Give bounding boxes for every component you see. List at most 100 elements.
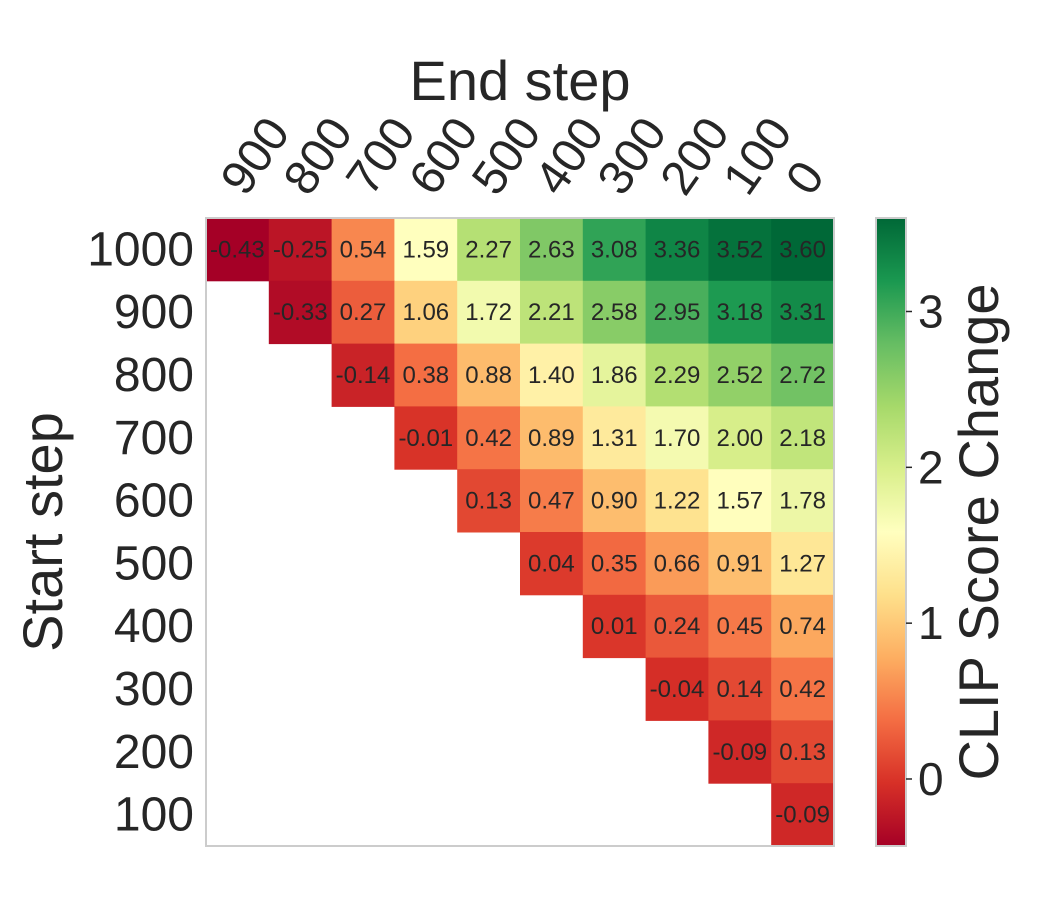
heatmap-cell — [582, 343, 647, 407]
cell-value-label: 1.57 — [716, 488, 763, 515]
y-tick-label: 800 — [114, 349, 194, 402]
cell-value-label: 2.52 — [716, 362, 763, 389]
cell-value-label: 0.13 — [465, 488, 512, 515]
heatmap-cell — [520, 532, 584, 596]
heatmap-cell — [520, 469, 584, 533]
cell-value-label: 2.21 — [528, 299, 575, 326]
cell-value-label: 2.95 — [654, 299, 701, 326]
heatmap-cell — [206, 218, 270, 282]
cell-value-label: -0.09 — [775, 802, 830, 829]
heatmap-cell — [708, 532, 772, 596]
cell-value-label: 0.54 — [340, 236, 387, 263]
heatmap-cell — [520, 280, 584, 345]
cell-value-label: -0.33 — [273, 299, 328, 326]
colorbar-tick-label: 1 — [918, 597, 944, 649]
heatmap-cell — [771, 280, 835, 345]
heatmap-cell — [771, 406, 835, 470]
heatmap-cell — [457, 343, 521, 407]
x-tick-label: 0 — [776, 152, 835, 204]
y-tick-label: 1000 — [87, 223, 194, 276]
heatmap-cell — [708, 218, 772, 282]
y-tick-label: 100 — [114, 789, 194, 842]
y-axis-ticks: 1000 900 800 700 600 500 400 300 200 100 — [87, 223, 194, 841]
cell-value-label: 1.31 — [591, 425, 638, 452]
heatmap-cell — [645, 532, 709, 596]
heatmap-cell — [394, 218, 458, 282]
heatmap-cell — [708, 280, 772, 345]
heatmap-cell — [582, 532, 647, 596]
cell-value-label: 0.42 — [779, 676, 826, 703]
cell-value-label: 0.74 — [779, 613, 826, 640]
cell-value-label: -0.04 — [650, 676, 705, 703]
heatmap-cell — [331, 218, 395, 282]
cell-value-label: 0.90 — [591, 488, 638, 515]
cell-value-label: 0.13 — [779, 739, 826, 766]
heatmap-cell — [394, 280, 458, 345]
cell-value-label: 0.35 — [591, 550, 638, 577]
heatmap-cell — [771, 532, 835, 596]
y-tick-label: 400 — [114, 600, 194, 653]
heatmap-cell — [771, 469, 835, 533]
heatmap-cell — [331, 343, 395, 407]
heatmap-cell — [771, 218, 835, 282]
cell-value-label: 1.59 — [402, 236, 449, 263]
heatmap-cell — [708, 720, 772, 784]
cell-value-label: 0.88 — [465, 362, 512, 389]
y-axis-title: Start step — [11, 412, 74, 652]
heatmap-cells — [206, 218, 835, 847]
heatmap-cell — [520, 218, 584, 282]
cell-value-label: 1.78 — [779, 488, 826, 515]
heatmap-cell — [394, 406, 458, 470]
cell-value-label: -0.14 — [336, 362, 391, 389]
heatmap-cell — [645, 343, 709, 407]
heatmap-cell — [645, 469, 709, 533]
heatmap-cell — [645, 657, 709, 721]
cell-value-label: 2.63 — [528, 236, 575, 263]
cell-value-label: 2.72 — [779, 362, 826, 389]
heatmap-cell — [708, 594, 772, 659]
heatmap-cell — [771, 343, 835, 407]
cell-value-label: 1.40 — [528, 362, 575, 389]
heatmap-cell — [331, 280, 395, 345]
heatmap-cell — [582, 406, 647, 470]
colorbar — [875, 217, 907, 847]
cell-value-label: 0.42 — [465, 425, 512, 452]
cell-value-label: 0.24 — [654, 613, 701, 640]
heatmap-cell — [771, 594, 835, 659]
heatmap-cell — [645, 280, 709, 345]
heatmap-cell — [268, 280, 333, 345]
heatmap-cell — [708, 406, 772, 470]
cell-value-label: 0.91 — [716, 550, 763, 577]
y-tick-label: 200 — [114, 726, 194, 779]
heatmap-cell — [645, 406, 709, 470]
cell-value-label: 0.27 — [340, 299, 387, 326]
heatmap-cell — [708, 343, 772, 407]
cell-value-label: 0.47 — [528, 488, 575, 515]
plot-frame — [205, 217, 835, 847]
heatmap-cell — [394, 343, 458, 407]
heatmap-cell — [520, 343, 584, 407]
y-tick-label: 500 — [114, 537, 194, 590]
cell-value-label: 0.14 — [716, 676, 763, 703]
heatmap-cell — [771, 657, 835, 721]
cell-value-label: 2.18 — [779, 425, 826, 452]
heatmap-cell — [582, 469, 647, 533]
heatmap-cell — [457, 469, 521, 533]
y-tick-label: 300 — [114, 663, 194, 716]
heatmap-cell — [771, 783, 835, 847]
x-axis-title: End step — [409, 49, 630, 112]
cell-value-label: 0.04 — [528, 550, 575, 577]
heatmap-cell — [457, 218, 521, 282]
cell-value-label: 2.00 — [716, 425, 763, 452]
heatmap-cell — [708, 469, 772, 533]
cell-value-label: 0.89 — [528, 425, 575, 452]
y-tick-label: 600 — [114, 475, 194, 528]
colorbar-tick-label: 0 — [918, 753, 944, 805]
cell-value-label: -0.09 — [712, 739, 767, 766]
cell-value-label: 3.52 — [716, 236, 763, 263]
heatmap-cell — [268, 218, 333, 282]
cell-value-label: 0.45 — [716, 613, 763, 640]
cell-value-label: -0.01 — [398, 425, 453, 452]
cell-value-label: -0.43 — [210, 236, 265, 263]
